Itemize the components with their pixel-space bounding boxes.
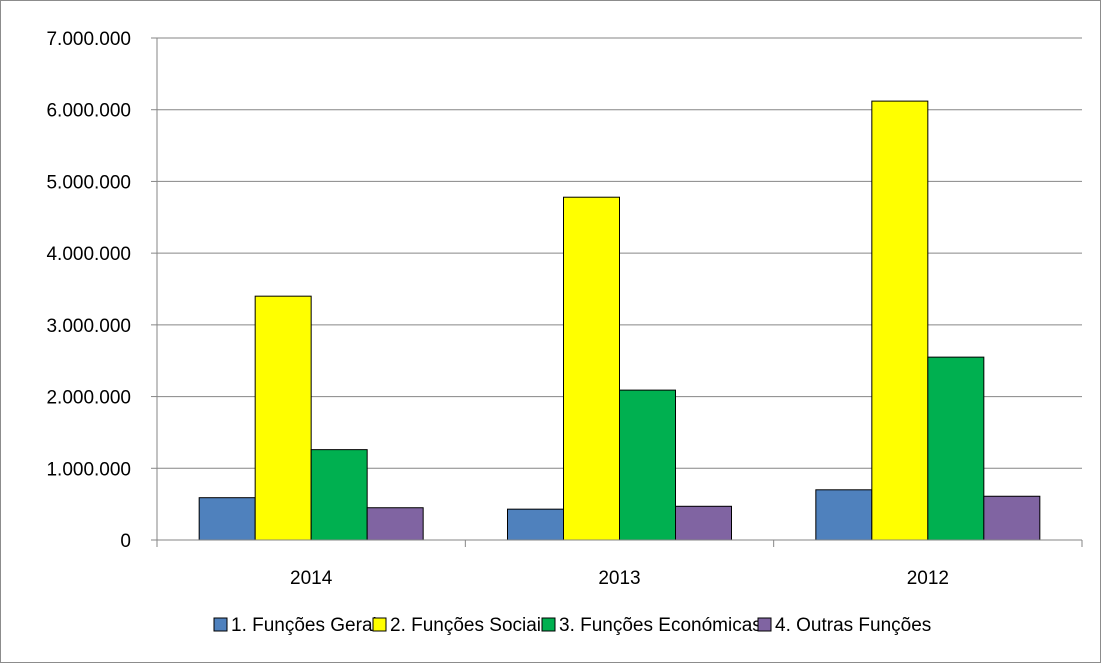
bar-2-2014 [254, 295, 312, 541]
bar-2-2012 [871, 100, 929, 541]
y-tick-label: 3.000.000 [46, 316, 131, 337]
y-axis-ticks: 0 1.000.000 2.000.000 3.000.000 4.000.000 5.0… [46, 29, 157, 552]
legend-swatch-1 [213, 617, 228, 632]
y-tick-label: 6.000.000 [46, 101, 131, 122]
bar-1-2012 [815, 489, 873, 541]
x-tick-label: 2012 [907, 568, 949, 589]
legend-label-1: 1. Funções Gerais [231, 615, 386, 636]
y-tick-label: 5.000.000 [46, 172, 131, 193]
y-tick-label: 7.000.000 [46, 29, 131, 50]
x-axis-ticks: 2014 2013 2012 [156, 540, 1083, 589]
y-tick-label: 1.000.000 [46, 459, 131, 480]
legend-swatch-4 [757, 617, 772, 632]
x-tick-label: 2013 [598, 568, 640, 589]
x-tick-label: 2014 [290, 568, 333, 589]
y-tick-label: 2.000.000 [46, 388, 131, 409]
y-tick-label: 4.000.000 [46, 244, 131, 265]
bar-1-2013 [507, 508, 564, 541]
legend-swatch-2 [372, 617, 387, 632]
legend-label-2: 2. Funções Sociais [390, 615, 551, 636]
bar-3-2012 [927, 356, 985, 541]
bar-4-2013 [675, 505, 732, 541]
legend-label-4: 4. Outras Funções [775, 615, 931, 636]
bar-3-2014 [310, 449, 368, 541]
y-tick-label: 0 [120, 531, 131, 552]
bars [198, 100, 1041, 541]
axes [156, 38, 1082, 541]
legend-label-3: 3. Funções Económicas [559, 615, 762, 636]
bar-4-2012 [983, 495, 1041, 541]
bar-1-2014 [198, 497, 256, 541]
legend: 1. Funções Gerais 2. Funções Sociais 3. Fu… [213, 615, 931, 636]
bar-2-2013 [563, 196, 620, 541]
bar-3-2013 [619, 389, 676, 541]
bar-4-2014 [366, 507, 424, 541]
legend-swatch-3 [541, 617, 556, 632]
